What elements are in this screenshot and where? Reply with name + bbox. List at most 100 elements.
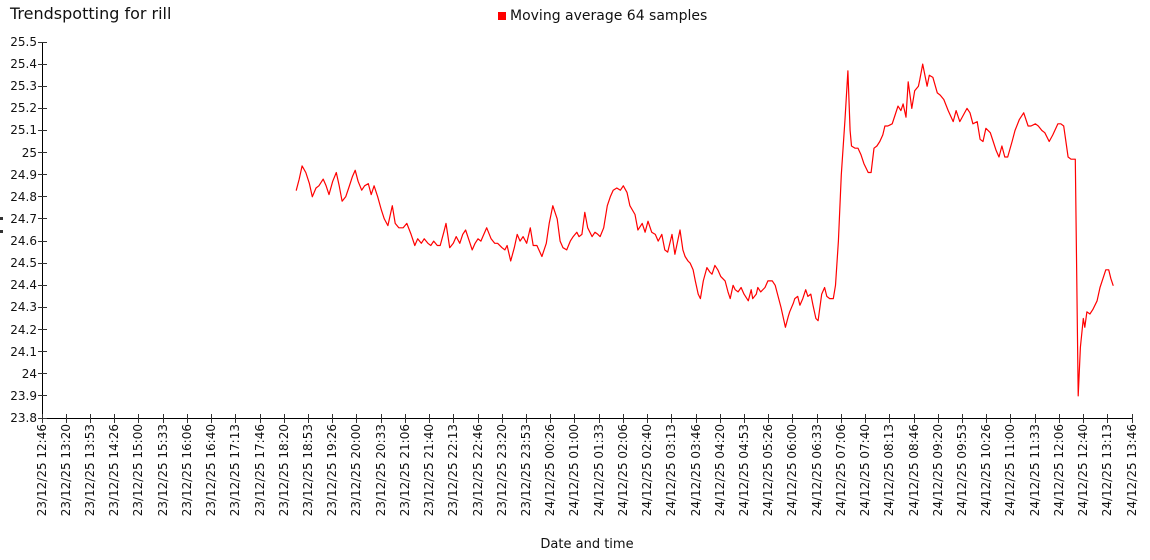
y-tick	[38, 129, 47, 131]
y-tick-label: 24.2	[10, 322, 37, 337]
x-tick-label: 24/12/25 11:33	[1027, 424, 1042, 517]
x-tick	[695, 414, 697, 423]
x-tick	[574, 414, 576, 423]
x-tick	[380, 414, 382, 423]
x-tick	[622, 414, 624, 423]
x-tick-label: 24/12/25 09:20	[930, 424, 945, 517]
x-tick	[283, 414, 285, 423]
x-axis-title: Date and time	[540, 537, 634, 552]
y-tick	[38, 63, 47, 65]
x-tick	[162, 414, 164, 423]
x-tick-label: 23/12/25 18:20	[276, 424, 291, 517]
y-tick	[38, 417, 47, 419]
x-tick-label: 23/12/25 16:40	[204, 424, 219, 517]
x-tick	[138, 414, 140, 423]
x-tick-label: 23/12/25 19:26	[325, 424, 340, 517]
y-tick	[38, 351, 47, 353]
x-tick-label: 24/12/25 12:40	[1076, 424, 1091, 517]
legend: Moving average 64 samples	[498, 8, 707, 24]
x-tick	[89, 414, 91, 423]
x-tick	[743, 414, 745, 423]
y-axis-title-clipped	[0, 214, 3, 244]
x-tick	[792, 414, 794, 423]
x-tick-label: 24/12/25 10:26	[979, 424, 994, 517]
x-tick	[1034, 414, 1036, 423]
y-tick	[38, 107, 47, 109]
y-tick-label: 23.9	[10, 388, 37, 403]
y-tick	[38, 85, 47, 87]
x-tick	[889, 414, 891, 423]
x-tick-label: 23/12/25 21:06	[397, 424, 412, 517]
x-tick-label: 24/12/25 02:40	[640, 424, 655, 517]
x-tick	[453, 414, 455, 423]
x-tick-label: 23/12/25 17:13	[228, 424, 243, 517]
y-tick-label: 24.7	[10, 211, 37, 226]
y-tick	[38, 174, 47, 176]
y-tick	[38, 284, 47, 286]
y-tick-label: 24.1	[10, 344, 37, 359]
x-tick	[1131, 414, 1133, 423]
x-tick-label: 23/12/25 13:53	[82, 424, 97, 517]
y-tick	[38, 329, 47, 331]
x-tick	[404, 414, 406, 423]
x-tick-label: 23/12/25 22:13	[446, 424, 461, 517]
y-tick-label: 24.6	[10, 234, 37, 249]
y-tick	[38, 41, 47, 43]
x-tick	[525, 414, 527, 423]
y-tick-label: 25.1	[10, 123, 37, 138]
x-tick	[259, 414, 261, 423]
x-tick	[1083, 414, 1085, 423]
y-tick-label: 24.4	[10, 278, 37, 293]
x-tick-label: 23/12/25 15:33	[155, 424, 170, 517]
y-tick-label: 24.8	[10, 189, 37, 204]
x-tick	[647, 414, 649, 423]
y-tick-label: 24.3	[10, 300, 37, 315]
x-tick	[865, 414, 867, 423]
x-tick-label: 23/12/25 12:46	[34, 424, 49, 517]
x-tick-label: 24/12/25 04:20	[712, 424, 727, 517]
x-tick	[235, 414, 237, 423]
x-tick-label: 23/12/25 17:46	[252, 424, 267, 517]
x-tick	[840, 414, 842, 423]
x-tick-label: 23/12/25 18:53	[300, 424, 315, 517]
y-tick-label: 24.9	[10, 167, 37, 182]
y-tick-label: 24	[21, 366, 37, 381]
x-tick	[768, 414, 770, 423]
x-tick-label: 24/12/25 01:33	[591, 424, 606, 517]
x-tick	[186, 414, 188, 423]
x-tick-label: 24/12/25 12:06	[1051, 424, 1066, 517]
y-tick	[38, 196, 47, 198]
chart-title: Trendspotting for rill	[10, 4, 172, 23]
x-tick	[598, 414, 600, 423]
y-tick-label: 25.2	[10, 101, 37, 116]
x-tick	[550, 414, 552, 423]
y-tick	[38, 152, 47, 154]
x-tick-label: 24/12/25 07:06	[833, 424, 848, 517]
x-tick-label: 23/12/25 23:20	[494, 424, 509, 517]
y-tick	[38, 262, 47, 264]
x-tick	[65, 414, 67, 423]
x-tick	[816, 414, 818, 423]
x-tick-label: 23/12/25 15:00	[131, 424, 146, 517]
x-tick	[211, 414, 213, 423]
x-tick-label: 24/12/25 04:53	[736, 424, 751, 517]
x-tick-label: 23/12/25 20:00	[349, 424, 364, 517]
x-tick	[477, 414, 479, 423]
x-tick-label: 24/12/25 06:33	[809, 424, 824, 517]
x-tick	[719, 414, 721, 423]
y-tick-label: 25.4	[10, 57, 37, 72]
x-tick	[986, 414, 988, 423]
x-tick-label: 24/12/25 03:46	[688, 424, 703, 517]
x-tick-label: 24/12/25 08:46	[906, 424, 921, 517]
legend-label: Moving average 64 samples	[510, 8, 708, 24]
x-tick-label: 23/12/25 20:33	[373, 424, 388, 517]
y-tick	[38, 373, 47, 375]
x-tick	[41, 414, 43, 423]
x-tick	[961, 414, 963, 423]
x-tick-label: 23/12/25 14:26	[107, 424, 122, 517]
y-tick	[38, 395, 47, 397]
x-tick	[356, 414, 358, 423]
y-tick	[38, 306, 47, 308]
x-tick-label: 24/12/25 06:00	[785, 424, 800, 517]
